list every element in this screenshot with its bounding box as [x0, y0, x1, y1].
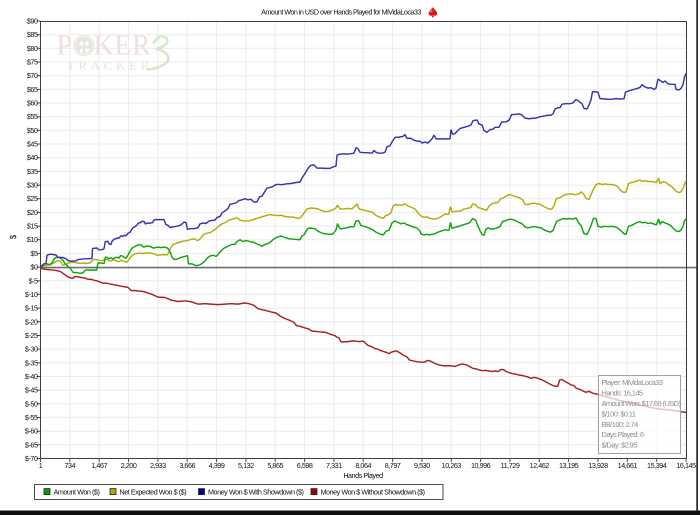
svg-text:$30: $30: [27, 181, 38, 190]
svg-text:Amount Won: $17.69 (USD): Amount Won: $17.69 (USD): [602, 399, 682, 408]
svg-text:$15: $15: [27, 222, 38, 231]
svg-text:5,132: 5,132: [238, 461, 254, 470]
svg-text:$45: $45: [27, 140, 38, 149]
svg-text:$10: $10: [27, 235, 38, 244]
svg-text:$50: $50: [27, 126, 38, 135]
svg-text:$80: $80: [27, 44, 38, 53]
svg-text:Hands: 16,145: Hands: 16,145: [602, 389, 643, 398]
svg-text:$70: $70: [27, 71, 38, 80]
svg-text:Amount Won in USD over Hands P: Amount Won in USD over Hands Played for …: [261, 8, 421, 17]
svg-text:Days Played: 6: Days Played: 6: [602, 430, 644, 439]
svg-text:Amount Won ($): Amount Won ($): [54, 487, 100, 496]
svg-text:16,145: 16,145: [676, 461, 696, 470]
svg-text:$-40: $-40: [25, 372, 38, 381]
svg-text:6,598: 6,598: [297, 461, 313, 470]
svg-text:$75: $75: [27, 58, 38, 67]
svg-text:3,666: 3,666: [179, 461, 195, 470]
svg-text:$-20: $-20: [25, 317, 38, 326]
svg-text:$-30: $-30: [25, 345, 38, 354]
svg-text:Money Won $ Without Showdown (: Money Won $ Without Showdown ($): [321, 487, 425, 496]
svg-text:$60: $60: [27, 99, 38, 108]
svg-text:$/100: $0.11: $/100: $0.11: [602, 409, 636, 418]
svg-text:5,865: 5,865: [267, 461, 283, 470]
svg-text:11,729: 11,729: [501, 461, 520, 470]
svg-text:Net Expected Won $ ($): Net Expected Won $ ($): [120, 487, 187, 496]
svg-text:$-35: $-35: [25, 358, 38, 367]
svg-text:Hands Played: Hands Played: [343, 471, 383, 480]
svg-text:$-25: $-25: [25, 331, 38, 340]
svg-text:10,996: 10,996: [471, 461, 491, 470]
svg-text:15,394: 15,394: [647, 461, 667, 470]
svg-text:$-70: $-70: [25, 454, 38, 463]
svg-text:8,797: 8,797: [385, 461, 401, 470]
svg-text:$90: $90: [27, 17, 38, 26]
svg-text:$35: $35: [27, 167, 38, 176]
svg-text:Money Won $ With Showdown ($): Money Won $ With Showdown ($): [208, 487, 304, 496]
svg-text:4,399: 4,399: [209, 461, 225, 470]
svg-text:$: $: [9, 234, 18, 239]
svg-text:7,331: 7,331: [326, 461, 342, 470]
svg-text:14,661: 14,661: [618, 461, 638, 470]
svg-text:$55: $55: [27, 112, 38, 121]
svg-text:$-10: $-10: [25, 290, 38, 299]
svg-text:$-55: $-55: [25, 413, 38, 422]
svg-text:TRACKER: TRACKER: [67, 58, 153, 73]
svg-text:9,530: 9,530: [414, 461, 430, 470]
svg-text:1,467: 1,467: [91, 461, 107, 470]
svg-text:$-60: $-60: [25, 427, 38, 436]
svg-text:♥: ♥: [84, 46, 89, 56]
svg-text:$/Day: $2.95: $/Day: $2.95: [602, 441, 638, 450]
svg-text:♠: ♠: [85, 38, 90, 48]
svg-text:$-15: $-15: [25, 304, 38, 313]
svg-text:$-65: $-65: [25, 440, 38, 449]
svg-text:1: 1: [39, 461, 43, 470]
svg-text:BB/100: 2.74: BB/100: 2.74: [602, 420, 639, 429]
svg-text:POKER: POKER: [57, 31, 152, 62]
svg-text:$40: $40: [27, 153, 38, 162]
svg-text:Player: MiVidaLoca33: Player: MiVidaLoca33: [602, 378, 663, 387]
svg-text:13,928: 13,928: [588, 461, 608, 470]
svg-text:13,195: 13,195: [559, 461, 579, 470]
svg-text:8,064: 8,064: [355, 461, 371, 470]
svg-text:$20: $20: [27, 208, 38, 217]
svg-text:2,200: 2,200: [121, 461, 137, 470]
svg-text:12,462: 12,462: [530, 461, 550, 470]
svg-text:$65: $65: [27, 85, 38, 94]
svg-text:10,263: 10,263: [442, 461, 462, 470]
svg-text:$5: $5: [30, 249, 38, 258]
svg-text:$-50: $-50: [25, 399, 38, 408]
svg-text:$25: $25: [27, 194, 38, 203]
svg-text:$0: $0: [30, 263, 38, 272]
svg-text:2,933: 2,933: [150, 461, 166, 470]
svg-text:♦: ♦: [79, 46, 84, 56]
svg-text:734: 734: [64, 461, 75, 470]
svg-text:$-45: $-45: [25, 386, 38, 395]
svg-text:$-5: $-5: [28, 276, 37, 285]
svg-text:♠: ♠: [79, 38, 84, 48]
svg-text:$85: $85: [27, 30, 38, 39]
